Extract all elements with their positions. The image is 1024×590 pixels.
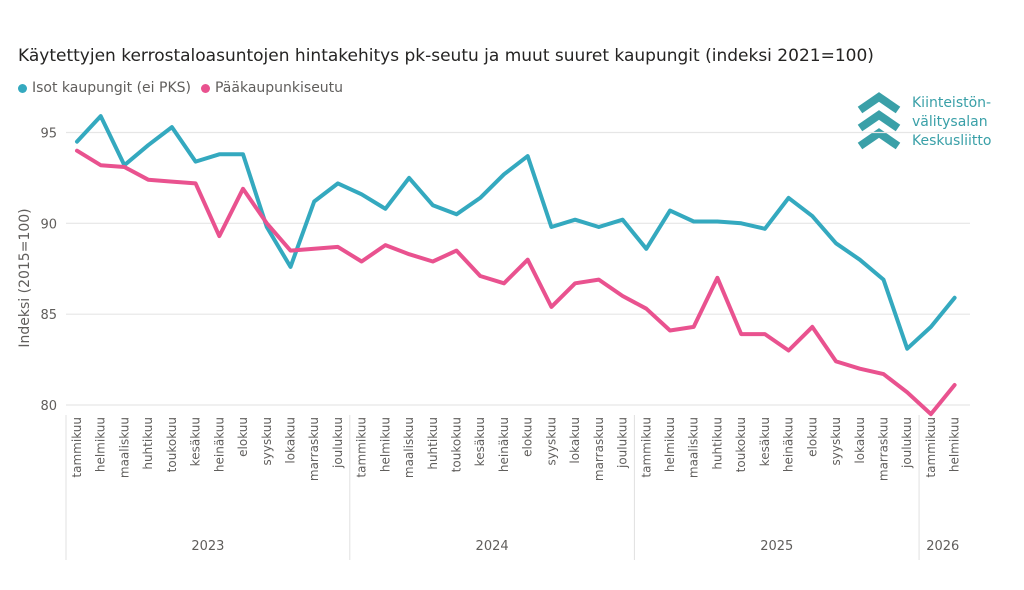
y-tick-label: 90 xyxy=(40,217,57,232)
x-tick-label: syyskuu xyxy=(260,417,274,466)
logo-line-2: välitysalan xyxy=(912,114,988,130)
year-label: 2024 xyxy=(476,539,509,554)
x-axis-years: 2023 2024 2025 2026 xyxy=(65,415,959,560)
x-tick-label: syyskuu xyxy=(544,417,558,466)
x-tick-label: marraskuu xyxy=(592,417,606,481)
series-line-1[interactable] xyxy=(75,114,957,351)
x-tick-label: marraskuu xyxy=(876,417,890,481)
x-tick-label: maaliskuu xyxy=(687,417,701,478)
x-tick-label: elokuu xyxy=(521,417,535,457)
x-tick-label: lokakuu xyxy=(283,417,297,464)
logo-line-3: Keskusliitto xyxy=(912,133,992,149)
x-tick-label: kesäkuu xyxy=(189,417,203,466)
x-tick-label: helmikuu xyxy=(948,417,962,472)
legend-item-series-2[interactable]: Pääkaupunkiseutu xyxy=(200,80,344,96)
x-tick-label: huhtikuu xyxy=(141,417,155,470)
kvkl-logo: Kiinteistön- välitysalan Keskusliitto xyxy=(856,92,991,151)
legend-label-series-2: Pääkaupunkiseutu xyxy=(214,80,344,96)
x-tick-label: maaliskuu xyxy=(117,417,131,478)
x-tick-label: tammikuu xyxy=(924,417,938,478)
x-tick-label: kesäkuu xyxy=(758,417,772,466)
y-axis-ticks: 80 85 90 95 xyxy=(40,127,57,415)
x-tick-label: huhtikuu xyxy=(710,417,724,470)
x-tick-label: helmikuu xyxy=(94,417,108,472)
x-tick-label: toukokuu xyxy=(734,417,748,472)
x-tick-label: helmikuu xyxy=(378,417,392,472)
x-tick-label: lokakuu xyxy=(568,417,582,464)
x-tick-label: maaliskuu xyxy=(402,417,416,478)
x-tick-label: tammikuu xyxy=(355,417,369,478)
y-tick-label: 80 xyxy=(40,399,57,414)
x-tick-label: huhtikuu xyxy=(426,417,440,470)
series-line-2[interactable] xyxy=(75,148,957,417)
x-tick-label: joulukuu xyxy=(616,417,630,469)
year-label: 2025 xyxy=(760,539,793,554)
x-axis-categories: tammikuu helmikuu maaliskuu huhtikuu toukoku… xyxy=(70,417,962,481)
x-tick-label: joulukuu xyxy=(331,417,345,469)
x-tick-label: toukokuu xyxy=(165,417,179,472)
logo-text: Kiinteistön- välitysalan Keskusliitto xyxy=(912,94,991,151)
x-tick-label: tammikuu xyxy=(639,417,653,478)
x-tick-label: heinäkuu xyxy=(497,417,511,472)
x-tick-label: syyskuu xyxy=(829,417,843,466)
x-tick-label: kesäkuu xyxy=(473,417,487,466)
x-tick-label: marraskuu xyxy=(307,417,321,481)
x-tick-label: heinäkuu xyxy=(212,417,226,472)
x-tick-label: heinäkuu xyxy=(782,417,796,472)
year-label: 2026 xyxy=(926,539,959,554)
year-label: 2023 xyxy=(191,539,224,554)
series-lines xyxy=(75,114,957,417)
x-tick-label: tammikuu xyxy=(70,417,84,478)
chart-title: Käytettyjen kerrostaloasuntojen hintakeh… xyxy=(18,46,874,66)
y-axis-title: Indeksi (2015=100) xyxy=(17,208,33,347)
legend-label-series-1: Isot kaupungit (ei PKS) xyxy=(32,80,191,96)
x-tick-label: toukokuu xyxy=(450,417,464,472)
y-tick-label: 95 xyxy=(40,127,57,142)
x-tick-label: helmikuu xyxy=(663,417,677,472)
logo-line-1: Kiinteistön- xyxy=(912,95,992,111)
y-tick-label: 85 xyxy=(40,308,57,323)
legend: Isot kaupungit (ei PKS) Pääkaupunkiseutu xyxy=(18,80,343,96)
x-tick-label: elokuu xyxy=(236,417,250,457)
x-tick-label: elokuu xyxy=(805,417,819,457)
x-tick-label: lokakuu xyxy=(853,417,867,464)
x-tick-label: joulukuu xyxy=(900,417,914,469)
legend-item-series-1[interactable]: Isot kaupungit (ei PKS) xyxy=(18,80,191,96)
legend-marker-series-2 xyxy=(200,83,210,93)
legend-marker-series-1 xyxy=(18,83,27,93)
